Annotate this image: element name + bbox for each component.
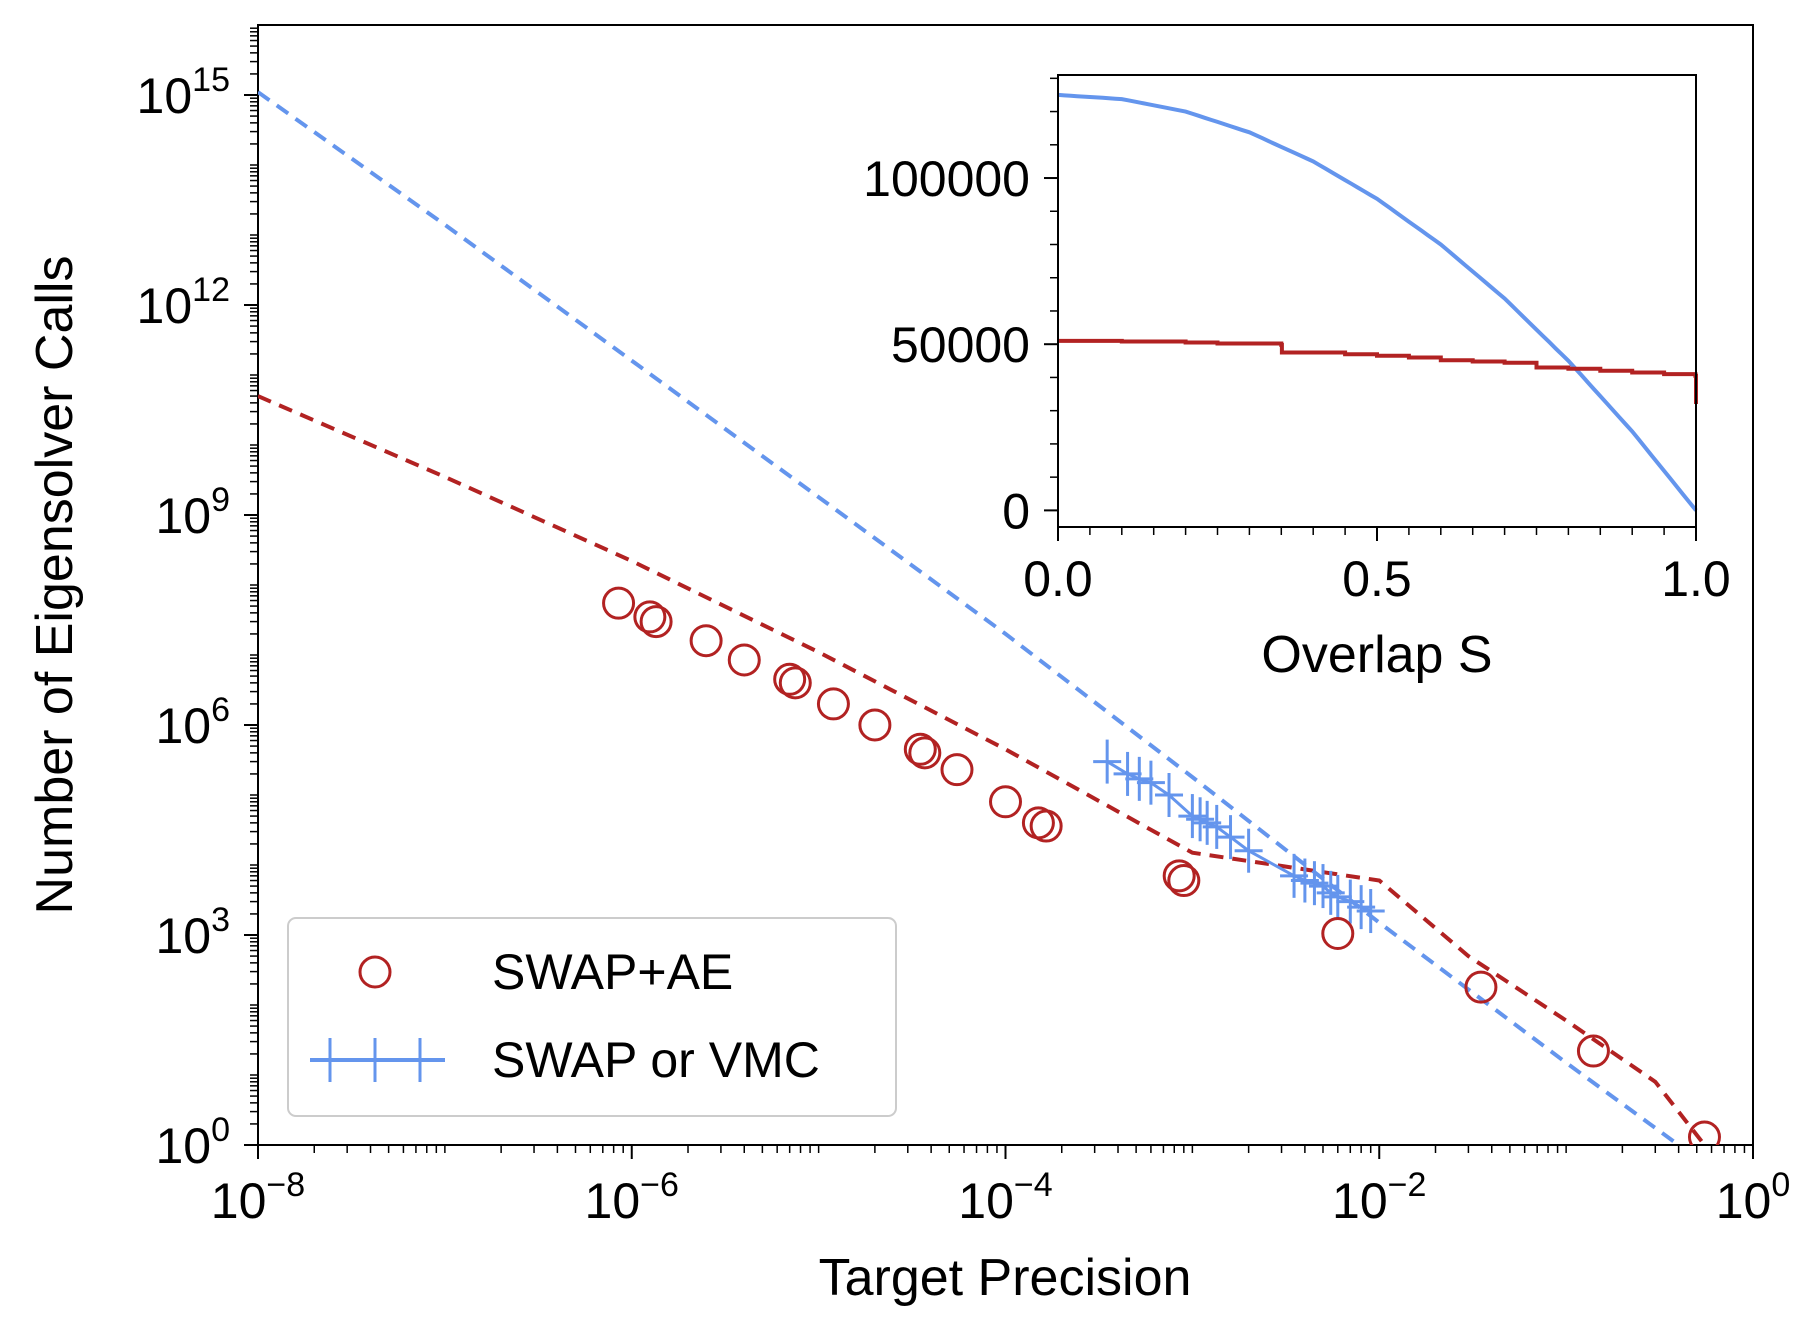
x-tick-label-exponent: −6 <box>640 1166 679 1204</box>
swap-ae-marker <box>908 736 942 770</box>
x-tick-label: 100 <box>1716 1166 1791 1229</box>
y-tick-label-exponent: 9 <box>211 481 230 519</box>
legend-box <box>287 917 897 1117</box>
swap-ae-marker <box>1029 809 1063 843</box>
swap-ae-marker <box>778 666 812 700</box>
swap-vmc-marker <box>1336 879 1365 924</box>
swap-ae-marker <box>858 708 892 742</box>
y-tick-label: 103 <box>155 901 230 964</box>
x-tick-label: 10−2 <box>1332 1166 1426 1229</box>
legend-label-swap-vmc: SWAP or VMC <box>492 1032 820 1088</box>
swap-ae-marker <box>689 624 723 658</box>
swap-vmc-marker <box>1316 870 1345 915</box>
swap-ae-marker <box>639 605 673 639</box>
swap-vmc-marker <box>1093 739 1122 784</box>
swap-ae-marker <box>940 753 974 787</box>
x-tick-label: 10−8 <box>211 1166 305 1229</box>
legend-marker-swap-ae <box>358 955 392 989</box>
inset-x-axis-label: Overlap S <box>1261 626 1492 684</box>
swap-vmc-marker <box>1186 797 1215 842</box>
swap-ae-marker <box>903 732 937 766</box>
swap-ae-fit-line <box>258 394 1707 1145</box>
swap-ae-marker <box>773 662 807 696</box>
swap-vmc-marker <box>1280 853 1309 898</box>
swap-vmc-marker <box>1136 760 1165 805</box>
y-tick-label-exponent: 6 <box>211 691 230 729</box>
inset-y-tick-label: 100000 <box>863 151 1030 207</box>
swap-vmc-marker <box>1125 756 1154 801</box>
inset-x-tick-labels: 0.0 0.5 1.0 <box>1023 551 1731 607</box>
swap-ae-marker <box>1464 970 1498 1004</box>
y-tick-label: 109 <box>155 481 230 544</box>
y-tick-label-exponent: 12 <box>192 271 230 309</box>
swap-vmc-marker <box>1178 794 1207 839</box>
y-tick-label: 100 <box>155 1111 230 1174</box>
inset-ticks <box>1044 77 1697 541</box>
inset-plot: 0.0 0.5 1.0 0 50000 100000 Overlap S <box>863 74 1731 684</box>
swap-vmc-marker <box>1216 815 1245 860</box>
swap-ae-marker <box>1576 1034 1610 1068</box>
y-tick-label: 1012 <box>137 271 230 334</box>
swap-ae-marker <box>1162 859 1196 893</box>
inset-x-tick-label: 0.5 <box>1342 551 1412 607</box>
legend: SWAP+AE SWAP or VMC <box>287 917 897 1117</box>
x-tick-label-exponent: −8 <box>266 1166 305 1204</box>
main-x-tick-labels: 10−8 10−6 10−4 10−2 100 <box>211 1166 1790 1229</box>
y-axis-label: Number of Eigensolver Calls <box>26 256 84 915</box>
x-tick-label: 10−6 <box>585 1166 679 1229</box>
inset-swap-vmc-curve <box>1057 92 1698 512</box>
swap-vmc-marker <box>1356 889 1385 934</box>
x-tick-label-exponent: 0 <box>1771 1166 1790 1204</box>
inset-background <box>1058 75 1696 527</box>
inset-series <box>1057 92 1698 512</box>
inset-x-tick-label: 1.0 <box>1661 551 1731 607</box>
swap-ae-marker <box>633 600 667 634</box>
swap-ae-marker <box>602 586 636 620</box>
main-ticks <box>244 27 1754 1159</box>
swap-ae-marker <box>1687 1120 1721 1145</box>
inset-swap-ae-curve <box>1058 338 1698 404</box>
swap-vmc-marker <box>1234 828 1263 873</box>
main-y-tick-labels: 100 103 106 109 1012 1015 <box>137 61 230 1174</box>
inset-y-tick-labels: 0 50000 100000 <box>863 151 1030 539</box>
y-tick-label: 106 <box>155 691 230 754</box>
swap-ae-marker <box>727 643 761 677</box>
x-tick-label-exponent: −4 <box>1014 1166 1053 1204</box>
y-tick-label-exponent: 15 <box>192 61 230 99</box>
inset-y-tick-label: 50000 <box>891 317 1030 373</box>
swap-vmc-marker <box>1113 751 1142 796</box>
inset-y-tick-label: 0 <box>1002 483 1030 539</box>
swap-ae-marker <box>1167 864 1201 898</box>
main-series <box>258 90 1721 1145</box>
swap-vmc-fit-line <box>258 90 1680 1145</box>
y-tick-label: 1015 <box>137 61 230 124</box>
x-tick-label: 10−4 <box>958 1166 1052 1229</box>
main-plot: 10−8 10−6 10−4 10−2 100 100 103 106 109 1012 1015… <box>26 24 1790 1307</box>
swap-vmc-marker <box>1308 864 1337 909</box>
swap-vmc-marker <box>1202 804 1231 849</box>
legend-label-swap-ae: SWAP+AE <box>492 944 733 1000</box>
swap-ae-marker <box>1321 917 1355 951</box>
swap-vmc-marker <box>1155 773 1184 817</box>
y-tick-label-exponent: 3 <box>211 901 230 939</box>
main-series-clipped <box>258 90 1721 1145</box>
x-tick-label-exponent: −2 <box>1388 1166 1427 1204</box>
y-tick-label-exponent: 0 <box>211 1111 230 1149</box>
x-axis-label: Target Precision <box>819 1249 1192 1307</box>
swap-ae-marker <box>816 687 850 721</box>
legend-marker-swap-vmc <box>310 1038 445 1082</box>
swap-vmc-marker <box>1323 874 1352 919</box>
inset-x-tick-label: 0.0 <box>1023 551 1093 607</box>
swap-ae-marker <box>989 785 1022 819</box>
